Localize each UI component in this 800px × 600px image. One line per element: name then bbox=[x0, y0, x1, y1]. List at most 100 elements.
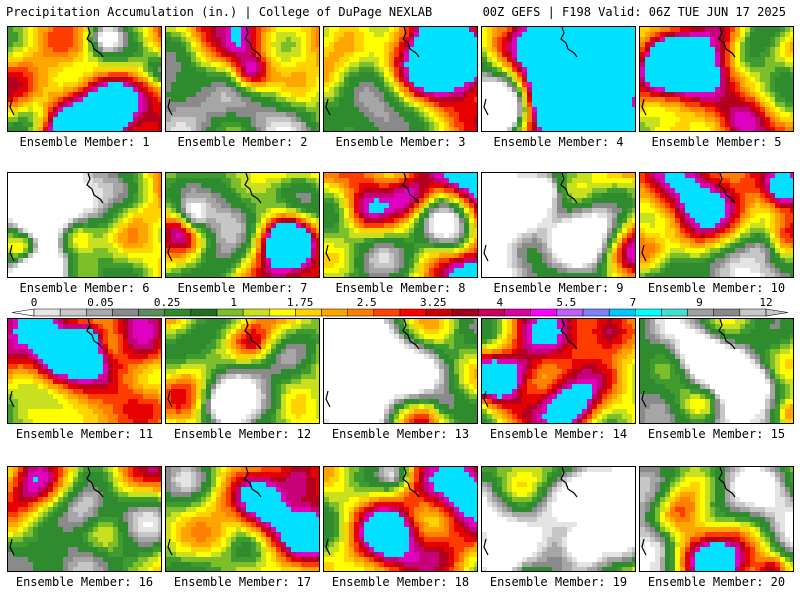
scale-tick-label: 1 bbox=[230, 296, 237, 309]
coastline bbox=[641, 244, 647, 262]
ensemble-member-label: Ensemble Member: 7 bbox=[177, 281, 308, 295]
scale-tick-label: 0.25 bbox=[153, 296, 181, 309]
precip-map bbox=[323, 26, 478, 132]
precip-map bbox=[639, 172, 794, 278]
scale-swatch bbox=[86, 308, 113, 317]
scale-tick-label: 12 bbox=[759, 296, 773, 309]
scale-swatch bbox=[33, 308, 61, 317]
ensemble-panel-15: Ensemble Member: 15 bbox=[639, 318, 794, 441]
ensemble-member-label: Ensemble Member: 12 bbox=[173, 427, 312, 441]
ensemble-panel-18: Ensemble Member: 18 bbox=[323, 466, 478, 589]
scale-arrow-right bbox=[765, 308, 789, 317]
precip-map bbox=[165, 466, 320, 572]
ensemble-panel-13: Ensemble Member: 13 bbox=[323, 318, 478, 441]
scale-swatch bbox=[269, 308, 296, 317]
coastline bbox=[718, 27, 736, 58]
coastline bbox=[560, 27, 578, 58]
ensemble-panel-16: Ensemble Member: 16 bbox=[7, 466, 162, 589]
ensemble-panel-19: Ensemble Member: 19 bbox=[481, 466, 636, 589]
scale-swatch bbox=[687, 308, 714, 317]
ensemble-member-label: Ensemble Member: 5 bbox=[651, 135, 782, 149]
ensemble-member-label: Ensemble Member: 1 bbox=[19, 135, 150, 149]
scale-swatch bbox=[739, 308, 767, 317]
ensemble-member-label: Ensemble Member: 6 bbox=[19, 281, 150, 295]
ensemble-panel-2: Ensemble Member: 2 bbox=[165, 26, 320, 149]
scale-swatch bbox=[347, 308, 375, 317]
ensemble-panel-20: Ensemble Member: 20 bbox=[639, 466, 794, 589]
coastline bbox=[483, 244, 489, 262]
coastline bbox=[641, 538, 647, 556]
scale-swatch bbox=[713, 308, 741, 317]
precip-map bbox=[7, 26, 162, 132]
scale-swatch bbox=[295, 308, 322, 317]
ensemble-panel-8: Ensemble Member: 8 bbox=[323, 172, 478, 295]
ensemble-member-label: Ensemble Member: 10 bbox=[647, 281, 786, 295]
scale-swatch bbox=[478, 308, 505, 317]
ensemble-member-label: Ensemble Member: 18 bbox=[331, 575, 470, 589]
scale-swatch bbox=[164, 308, 192, 317]
scale-swatch bbox=[556, 308, 584, 317]
scale-tick-label: 3.25 bbox=[420, 296, 447, 309]
ensemble-member-label: Ensemble Member: 3 bbox=[335, 135, 466, 149]
precip-map bbox=[639, 26, 794, 132]
scale-swatch bbox=[452, 308, 479, 317]
coastline bbox=[483, 390, 489, 408]
precip-map bbox=[165, 26, 320, 132]
coastline bbox=[402, 173, 420, 204]
coastline bbox=[167, 98, 173, 116]
coastline bbox=[560, 173, 578, 204]
coastline bbox=[244, 173, 262, 204]
scale-swatch bbox=[112, 308, 139, 317]
precip-map bbox=[481, 26, 636, 132]
coastline bbox=[167, 390, 173, 408]
precip-map bbox=[323, 172, 478, 278]
color-scale-bar bbox=[11, 308, 789, 317]
scale-swatch bbox=[399, 308, 427, 317]
scale-swatch bbox=[59, 308, 87, 317]
coastline bbox=[244, 467, 262, 498]
coastline bbox=[718, 319, 736, 350]
ensemble-panel-3: Ensemble Member: 3 bbox=[323, 26, 478, 149]
coastline bbox=[641, 390, 647, 408]
coastline bbox=[9, 244, 15, 262]
coastline bbox=[167, 244, 173, 262]
scale-tick-label: 0 bbox=[30, 296, 38, 309]
ensemble-panel-9: Ensemble Member: 9 bbox=[481, 172, 636, 295]
coastline bbox=[86, 173, 104, 204]
coastline bbox=[325, 244, 331, 262]
coastline bbox=[483, 98, 489, 116]
scale-swatch bbox=[190, 308, 218, 317]
coastline bbox=[325, 98, 331, 116]
ensemble-member-label: Ensemble Member: 9 bbox=[493, 281, 624, 295]
ensemble-member-label: Ensemble Member: 8 bbox=[335, 281, 466, 295]
ensemble-panel-12: Ensemble Member: 12 bbox=[165, 318, 320, 441]
coastline bbox=[402, 27, 420, 58]
coastline bbox=[9, 390, 15, 408]
scale-arrow-left bbox=[11, 308, 35, 317]
coastline bbox=[560, 467, 578, 498]
precip-map bbox=[481, 318, 636, 424]
scale-swatch bbox=[608, 308, 636, 317]
precip-map bbox=[165, 172, 320, 278]
scale-swatch bbox=[504, 308, 531, 317]
ensemble-panel-11: Ensemble Member: 11 bbox=[7, 318, 162, 441]
scale-swatch bbox=[321, 308, 348, 317]
ensemble-member-label: Ensemble Member: 14 bbox=[489, 427, 628, 441]
scale-swatch bbox=[138, 308, 165, 317]
ensemble-panel-6: Ensemble Member: 6 bbox=[7, 172, 162, 295]
ensemble-member-label: Ensemble Member: 2 bbox=[177, 135, 308, 149]
coastline bbox=[483, 538, 489, 556]
scale-swatch bbox=[425, 308, 453, 317]
header-run-info: 00Z GEFS | F198 Valid: 06Z TUE JUN 17 20… bbox=[482, 5, 786, 19]
scale-tick-label: 5.5 bbox=[556, 296, 577, 309]
ensemble-member-label: Ensemble Member: 15 bbox=[647, 427, 786, 441]
scale-tick-label: 0.05 bbox=[87, 296, 114, 309]
precip-map bbox=[7, 318, 162, 424]
coastline bbox=[9, 98, 15, 116]
precip-map bbox=[481, 466, 636, 572]
scale-swatch bbox=[661, 308, 688, 317]
ensemble-panel-1: Ensemble Member: 1 bbox=[7, 26, 162, 149]
coastline bbox=[86, 319, 104, 350]
coastline bbox=[244, 319, 262, 350]
coastline bbox=[402, 319, 420, 350]
